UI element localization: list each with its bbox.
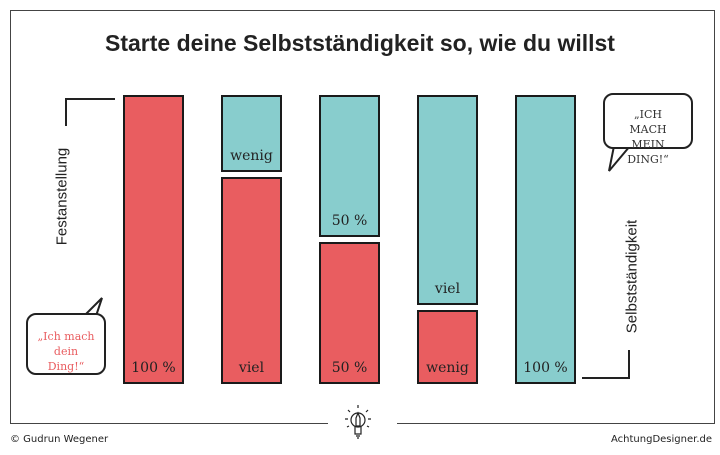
bar-segment-selbststaendigkeit: wenig (221, 95, 282, 172)
bar-label: viel (434, 281, 461, 297)
bubble-right-tail (608, 146, 631, 172)
bar-label: 100 % (523, 360, 568, 376)
bubble-left-tail (83, 297, 103, 316)
bar-segment-selbststaendigkeit: 100 % (515, 95, 576, 384)
bar-label: 50 % (331, 360, 368, 376)
bar-segment-selbststaendigkeit: 50 % (319, 95, 380, 237)
frame (10, 10, 715, 424)
speech-bubble-left: „Ich mach dein Ding!“ (26, 313, 106, 375)
bar-label: 100 % (131, 360, 176, 376)
right-bracket-h (582, 377, 630, 379)
axis-left-label: Festanstellung (53, 147, 71, 246)
lightbulb-pencil-icon (345, 405, 371, 439)
bar-segment-festanstellung: viel (221, 177, 282, 384)
site-link[interactable]: AchtungDesigner.de (611, 434, 712, 445)
left-bracket-h (65, 98, 115, 100)
bar-segment-selbststaendigkeit: viel (417, 95, 478, 305)
bar-label: 50 % (331, 213, 368, 229)
chart-title: Starte deine Selbstständigkeit so, wie d… (105, 30, 615, 56)
copyright: © Gudrun Wegener (10, 434, 109, 445)
bar-segment-festanstellung: wenig (417, 310, 478, 384)
speech-bubble-right: „ICH MACH MEIN DING!“ (603, 93, 693, 166)
left-bracket-v (65, 98, 67, 126)
right-bracket-v (628, 350, 630, 379)
divider-left (10, 423, 328, 424)
bar-segment-festanstellung: 100 % (123, 95, 184, 384)
bar-label: wenig (426, 360, 469, 376)
bar-label: viel (238, 360, 265, 376)
bar-label: wenig (230, 148, 273, 164)
divider-right (397, 423, 714, 424)
bar-segment-festanstellung: 50 % (319, 242, 380, 384)
axis-right-label: Selbstständigkeit (623, 219, 641, 334)
